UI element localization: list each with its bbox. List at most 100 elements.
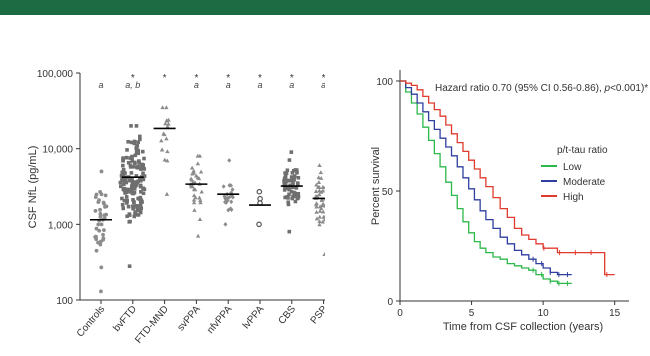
significance-letter: a, b (125, 80, 140, 90)
data-point (131, 198, 135, 202)
data-point (130, 154, 134, 159)
significance-star: * (226, 73, 230, 84)
data-point (128, 163, 133, 168)
data-point (120, 203, 125, 207)
data-point (141, 177, 146, 182)
data-point (165, 149, 170, 154)
data-point (132, 200, 136, 204)
survival-chart: Percent survival Time from CSF collectio… (370, 70, 648, 333)
data-point (197, 153, 203, 158)
data-point (230, 187, 235, 192)
data-point (129, 171, 134, 175)
data-point (289, 150, 294, 154)
data-point (141, 191, 146, 196)
data-point (133, 153, 138, 158)
data-point (291, 181, 295, 186)
data-point (124, 195, 129, 199)
category-label: CBS (276, 304, 298, 327)
significance-star: * (131, 73, 135, 84)
data-point (229, 207, 234, 212)
data-point (132, 214, 137, 219)
data-point (314, 204, 319, 209)
data-point (142, 174, 147, 178)
data-point (289, 175, 294, 179)
data-point (316, 175, 321, 180)
data-point (104, 212, 109, 217)
data-point (285, 186, 289, 191)
significance-star: * (163, 73, 167, 84)
data-point (142, 156, 146, 161)
data-point (195, 161, 201, 166)
data-point (132, 139, 137, 144)
data-point (136, 140, 140, 144)
data-point (195, 233, 201, 238)
data-point (191, 193, 197, 198)
data-point (256, 188, 263, 195)
data-point (322, 217, 325, 222)
data-point (164, 191, 170, 196)
data-point (314, 216, 320, 221)
data-point (314, 182, 319, 187)
data-point (127, 264, 132, 268)
data-point (94, 192, 99, 197)
data-point (223, 222, 228, 227)
data-point (284, 179, 289, 183)
data-point (199, 189, 204, 194)
data-point (121, 182, 126, 187)
data-point (131, 206, 135, 211)
data-point (292, 177, 296, 182)
left-y-tick-label: 10,000 (42, 145, 73, 156)
data-point (138, 165, 142, 170)
data-point (223, 197, 228, 202)
data-point (129, 124, 133, 128)
left-y-tick-label: 1,000 (48, 220, 73, 231)
data-point (98, 207, 102, 212)
data-point (134, 145, 139, 149)
data-point (319, 189, 324, 194)
right-x-tick-label: 15 (609, 308, 621, 319)
data-point (189, 177, 195, 182)
right-y-tick-label: 100 (376, 77, 393, 88)
data-point (229, 199, 234, 205)
data-point (164, 136, 169, 141)
significance-letter: a (257, 80, 262, 90)
data-point (287, 229, 292, 234)
data-point (119, 184, 123, 189)
data-point (118, 180, 123, 185)
data-point (317, 214, 322, 219)
data-point (323, 185, 325, 190)
data-point (133, 204, 138, 208)
significance-letter: a (194, 80, 199, 90)
data-point (125, 148, 129, 152)
category-label: PSP (309, 304, 325, 327)
data-point (289, 178, 293, 183)
data-point (121, 167, 126, 172)
data-point (128, 189, 132, 194)
data-point (164, 118, 170, 123)
data-point (289, 189, 294, 194)
survival-line-low (400, 80, 572, 285)
data-point (122, 198, 127, 203)
data-point (296, 175, 301, 180)
data-point (99, 289, 103, 294)
data-point (317, 163, 322, 168)
data-point (160, 105, 165, 110)
data-point (292, 194, 296, 199)
data-point (319, 206, 324, 211)
category-label: lvPPA (241, 304, 267, 332)
data-point (293, 199, 298, 204)
data-point (130, 177, 134, 182)
data-point (142, 167, 147, 171)
data-point (285, 168, 290, 173)
data-point (138, 137, 142, 142)
right-y-axis-label: Percent survival (370, 147, 382, 225)
left-y-axis-label: CSF NfL (pg/mL) (27, 146, 39, 229)
left-y-tick-label: 100,000 (37, 69, 74, 80)
data-point (130, 159, 135, 163)
data-point (227, 183, 232, 188)
data-point (198, 198, 203, 202)
legend-label: High (563, 192, 584, 203)
data-point (320, 219, 325, 224)
data-point (125, 187, 129, 192)
data-point (138, 183, 143, 188)
